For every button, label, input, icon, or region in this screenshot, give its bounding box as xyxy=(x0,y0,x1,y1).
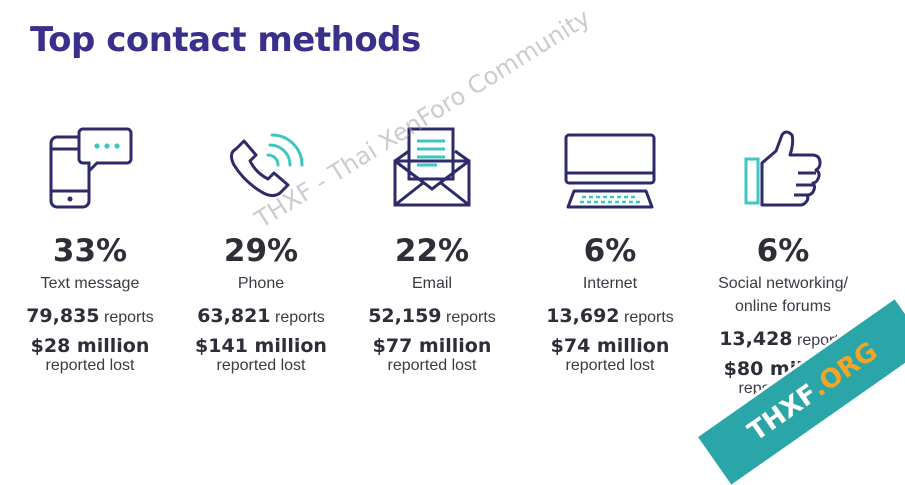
reports-unit: reports xyxy=(274,309,325,326)
money-lost: $77 million xyxy=(372,335,492,357)
method-label-line-2: online forums xyxy=(734,298,832,315)
smartphone-chat-icon xyxy=(49,127,133,209)
reported-lost-label: reported lost xyxy=(45,357,135,374)
reports-unit: reports xyxy=(445,309,496,326)
reports-unit: reports xyxy=(623,309,674,326)
money-lost: $141 million xyxy=(195,335,327,357)
reports-count: 52,159 reports xyxy=(347,305,517,329)
percentage-value: 6% xyxy=(756,233,810,269)
percentage-value: 6% xyxy=(583,233,637,269)
reports-count: 79,835 reports xyxy=(5,305,175,329)
method-label: Internet xyxy=(582,275,638,292)
money-lost: $28 million xyxy=(30,335,150,357)
reports-number: 79,835 xyxy=(26,305,100,327)
reported-lost-label: reported lost xyxy=(387,357,477,374)
contact-method-internet: 6% Internet 13,692 reports $74 million r… xyxy=(525,120,695,375)
percentage-value: 33% xyxy=(52,233,128,269)
reports-count: 13,692 reports xyxy=(525,305,695,329)
page-title: Top contact methods xyxy=(30,20,421,60)
method-label-line-1: Social networking/ xyxy=(718,275,848,292)
method-label: Text message xyxy=(40,275,140,292)
reports-number: 13,428 xyxy=(719,328,793,350)
thumbs-up-icon xyxy=(744,130,822,207)
reports-unit: reports xyxy=(103,309,154,326)
method-label: Phone xyxy=(237,275,285,292)
method-label: Email xyxy=(411,275,452,292)
computer-icon xyxy=(564,133,656,209)
percentage-value: 22% xyxy=(394,233,470,269)
reported-lost-label: reported lost xyxy=(565,357,655,374)
percentage-value: 29% xyxy=(223,233,299,269)
contact-method-email: 22% Email 52,159 reports $77 million rep… xyxy=(347,120,517,375)
money-lost: $74 million xyxy=(550,335,670,357)
reports-number: 52,159 xyxy=(368,305,442,327)
reports-number: 13,692 xyxy=(546,305,620,327)
contact-method-phone: 29% Phone 63,821 reports $141 million re… xyxy=(176,120,346,375)
contact-method-text-message: 33% Text message 79,835 reports $28 mill… xyxy=(5,120,175,375)
reports-count: 63,821 reports xyxy=(176,305,346,329)
method-label: Social networking/ online forums xyxy=(698,272,868,318)
reported-lost-label: reported lost xyxy=(216,357,306,374)
email-envelope-icon xyxy=(393,127,471,207)
reports-number: 63,821 xyxy=(197,305,271,327)
phone-call-icon xyxy=(229,133,304,198)
